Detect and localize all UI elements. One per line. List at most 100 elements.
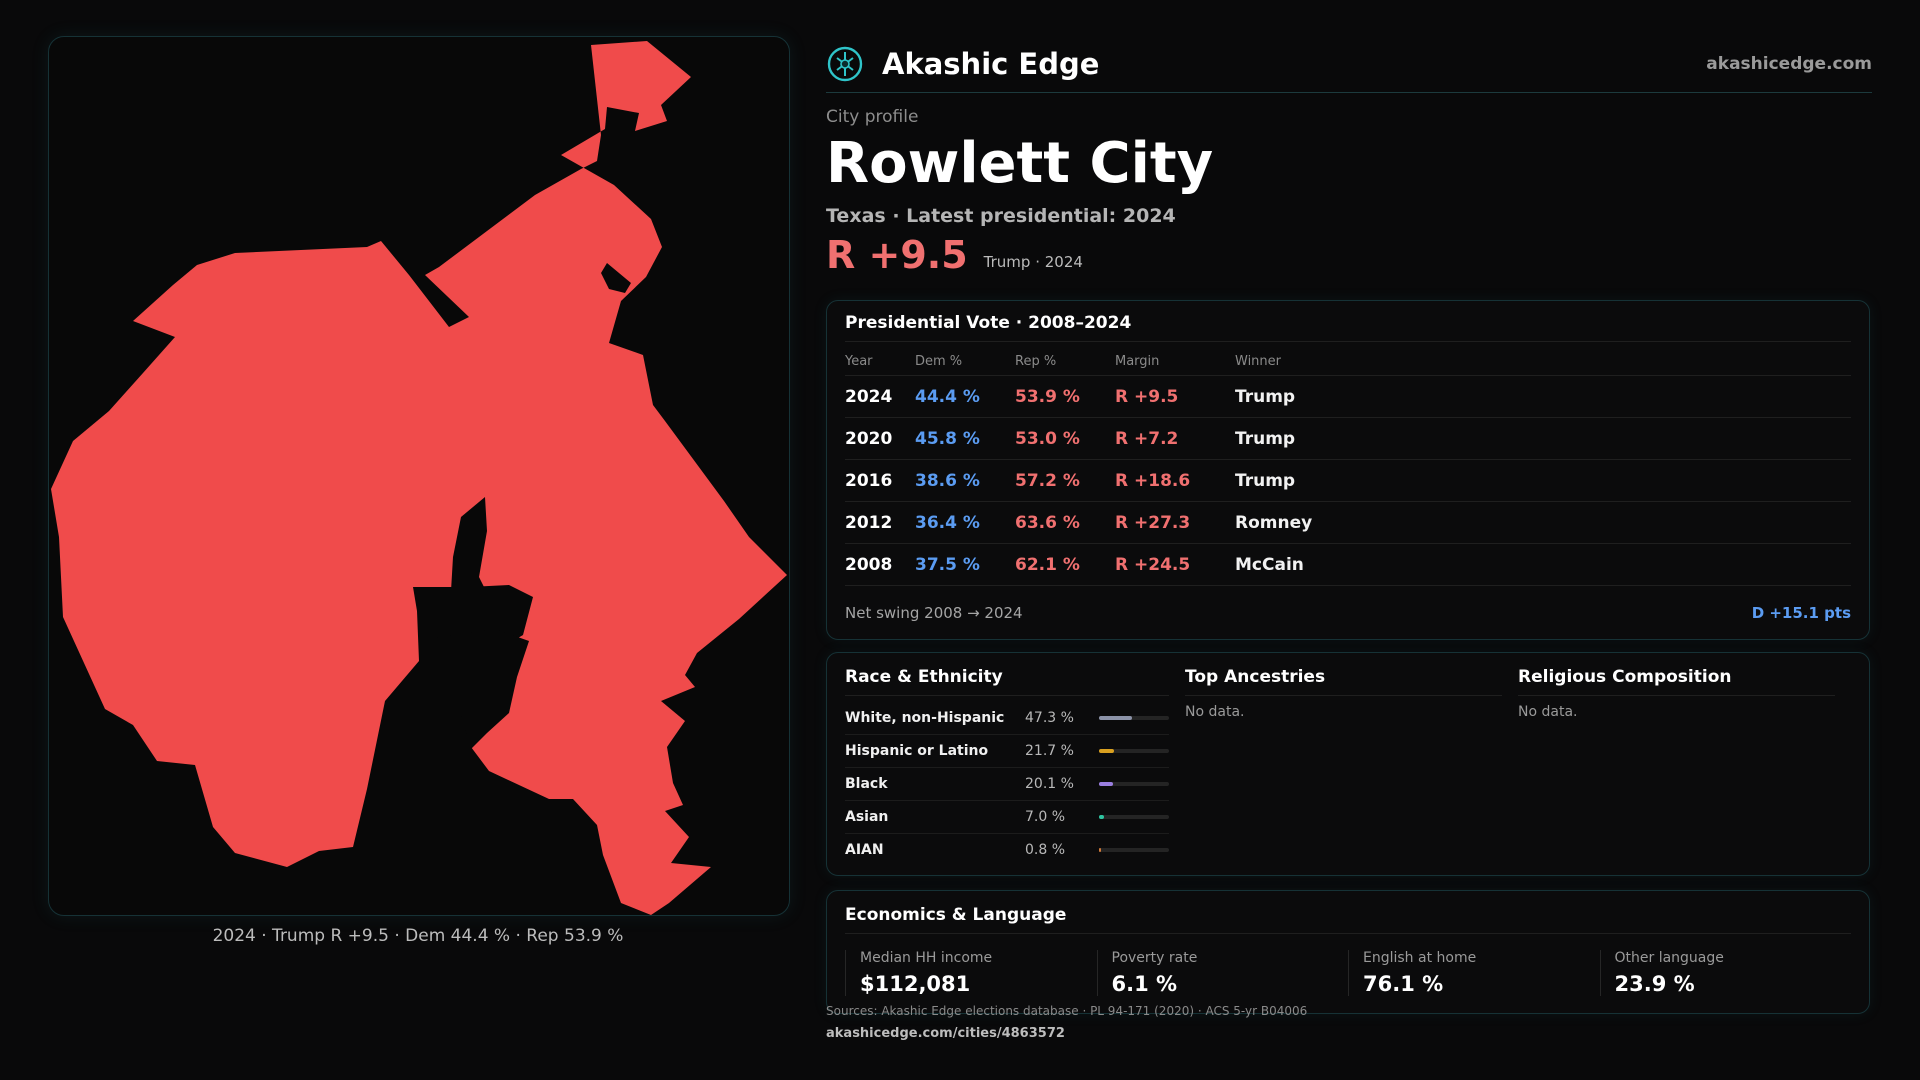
race-row: Asian 7.0 % <box>845 801 1169 834</box>
page-title: Rowlett City <box>826 131 1214 196</box>
row-rep: 57.2 % <box>1015 459 1115 502</box>
stat-label: Median HH income <box>860 950 993 966</box>
economics-card: Economics & Language Median HH income $1… <box>826 890 1870 1014</box>
table-row: 2012 36.4 % 63.6 % R +27.3 Romney <box>845 501 1851 544</box>
race-bar-fill <box>1099 782 1114 786</box>
page-subtitle: Texas · Latest presidential: 2024 <box>826 205 1176 227</box>
row-winner: Trump <box>1235 375 1851 418</box>
col-header-winner: Winner <box>1235 346 1851 376</box>
row-year: 2012 <box>845 501 915 544</box>
col-header-margin: Margin <box>1115 346 1235 376</box>
demographics-card: Race & Ethnicity White, non-Hispanic 47.3… <box>826 652 1870 876</box>
race-ethnicity-list: White, non-Hispanic 47.3 % Hispanic or Lat… <box>845 702 1169 866</box>
table-row: 2008 37.5 % 62.1 % R +24.5 McCain <box>845 543 1851 586</box>
stat-label: Poverty rate <box>1111 950 1198 966</box>
row-year: 2020 <box>845 417 915 460</box>
col-header-year: Year <box>845 346 915 376</box>
race-row: AIAN 0.8 % <box>845 834 1169 866</box>
map-hole-north <box>601 263 631 293</box>
row-rep: 53.0 % <box>1015 417 1115 460</box>
stat-english-at-home: English at home 76.1 % <box>1348 950 1600 996</box>
table-row: 2016 38.6 % 57.2 % R +18.6 Trump <box>845 459 1851 502</box>
row-rep: 62.1 % <box>1015 543 1115 586</box>
map-hole-south <box>427 629 529 749</box>
race-bar-fill <box>1099 815 1104 819</box>
row-winner: Trump <box>1235 417 1851 460</box>
row-margin: R +18.6 <box>1115 459 1235 502</box>
table-row: 2024 44.4 % 53.9 % R +9.5 Trump <box>845 375 1851 418</box>
brand-header: Akashic Edge akashicedge.com <box>826 36 1872 93</box>
row-winner: Romney <box>1235 501 1851 544</box>
economics-stats: Median HH income $112,081 Poverty rate 6… <box>845 950 1851 996</box>
race-pct: 0.8 % <box>1025 842 1066 858</box>
row-margin: R +27.3 <box>1115 501 1235 544</box>
net-swing: Net swing 2008 → 2024 D +15.1 pts <box>845 604 1851 622</box>
map-hole-center <box>451 497 501 623</box>
latest-margin-note: Trump · 2024 <box>983 253 1083 271</box>
race-ethnicity-section: Race & Ethnicity White, non-Hispanic 47.3… <box>845 667 1185 861</box>
map-notch-west <box>419 661 469 753</box>
row-dem: 45.8 % <box>915 417 1015 460</box>
race-ethnicity-title: Race & Ethnicity <box>845 667 1169 696</box>
ancestries-empty: No data. <box>1185 704 1245 720</box>
stat-median-income: Median HH income $112,081 <box>845 950 1097 996</box>
stat-poverty-rate: Poverty rate 6.1 % <box>1096 950 1349 996</box>
map-caption: 2024 · Trump R +9.5 · Dem 44.4 % · Rep 5… <box>212 926 624 946</box>
source-url-link[interactable]: akashicedge.com/cities/4863572 <box>826 1026 1065 1041</box>
race-row: Hispanic or Latino 21.7 % <box>845 735 1169 768</box>
religion-title: Religious Composition <box>1518 667 1835 696</box>
row-winner: McCain <box>1235 543 1851 586</box>
row-year: 2016 <box>845 459 915 502</box>
row-year: 2024 <box>845 375 915 418</box>
economics-title: Economics & Language <box>845 905 1851 934</box>
page-kicker: City profile <box>826 107 919 127</box>
race-bar-track <box>1099 848 1169 852</box>
site-link[interactable]: akashicedge.com <box>1706 54 1872 74</box>
row-dem: 38.6 % <box>915 459 1015 502</box>
table-row: 2020 45.8 % 53.0 % R +7.2 Trump <box>845 417 1851 460</box>
religion-empty: No data. <box>1518 704 1578 720</box>
ancestries-title: Top Ancestries <box>1185 667 1502 696</box>
profile-column: Akashic Edge akashicedge.com City profil… <box>826 36 1872 1014</box>
race-bar-track <box>1099 749 1169 753</box>
race-bar-track <box>1099 815 1169 819</box>
sources-note: Sources: Akashic Edge elections database… <box>826 1004 1308 1018</box>
race-row: White, non-Hispanic 47.3 % <box>845 702 1169 735</box>
stat-value: 76.1 % <box>1363 972 1444 996</box>
stat-value: $112,081 <box>860 972 971 996</box>
stat-other-language: Other language 23.9 % <box>1599 950 1852 996</box>
religion-section: Religious Composition No data. <box>1518 667 1851 861</box>
net-swing-label: Net swing 2008 → 2024 <box>845 604 1023 622</box>
race-label: Hispanic or Latino <box>845 743 989 759</box>
row-year: 2008 <box>845 543 915 586</box>
race-label: AIAN <box>845 842 884 858</box>
presidential-vote-title: Presidential Vote · 2008–2024 <box>845 313 1851 342</box>
brand-name: Akashic Edge <box>882 47 1100 81</box>
race-pct: 21.7 % <box>1025 743 1074 759</box>
latest-margin: R +9.5 Trump · 2024 <box>826 233 1872 277</box>
city-map[interactable] <box>48 36 790 916</box>
race-bar-track <box>1099 782 1169 786</box>
row-rep: 63.6 % <box>1015 501 1115 544</box>
row-dem: 37.5 % <box>915 543 1015 586</box>
row-winner: Trump <box>1235 459 1851 502</box>
row-margin: R +9.5 <box>1115 375 1235 418</box>
race-pct: 47.3 % <box>1025 710 1074 726</box>
race-bar-fill <box>1099 749 1115 753</box>
race-label: White, non-Hispanic <box>845 710 1005 726</box>
race-bar-fill <box>1099 848 1101 852</box>
row-margin: R +24.5 <box>1115 543 1235 586</box>
stat-label: Other language <box>1614 950 1724 966</box>
row-margin: R +7.2 <box>1115 417 1235 460</box>
net-swing-value: D +15.1 pts <box>1751 604 1851 622</box>
row-dem: 36.4 % <box>915 501 1015 544</box>
city-boundary-shape <box>51 41 787 915</box>
row-dem: 44.4 % <box>915 375 1015 418</box>
city-boundary-map <box>51 41 787 915</box>
table-header-row: Year Dem % Rep % Margin Winner <box>845 346 1851 376</box>
race-pct: 7.0 % <box>1025 809 1066 825</box>
presidential-vote-card: Presidential Vote · 2008–2024 Year Dem %… <box>826 300 1870 640</box>
race-label: Asian <box>845 809 889 825</box>
race-pct: 20.1 % <box>1025 776 1074 792</box>
stat-label: English at home <box>1363 950 1477 966</box>
